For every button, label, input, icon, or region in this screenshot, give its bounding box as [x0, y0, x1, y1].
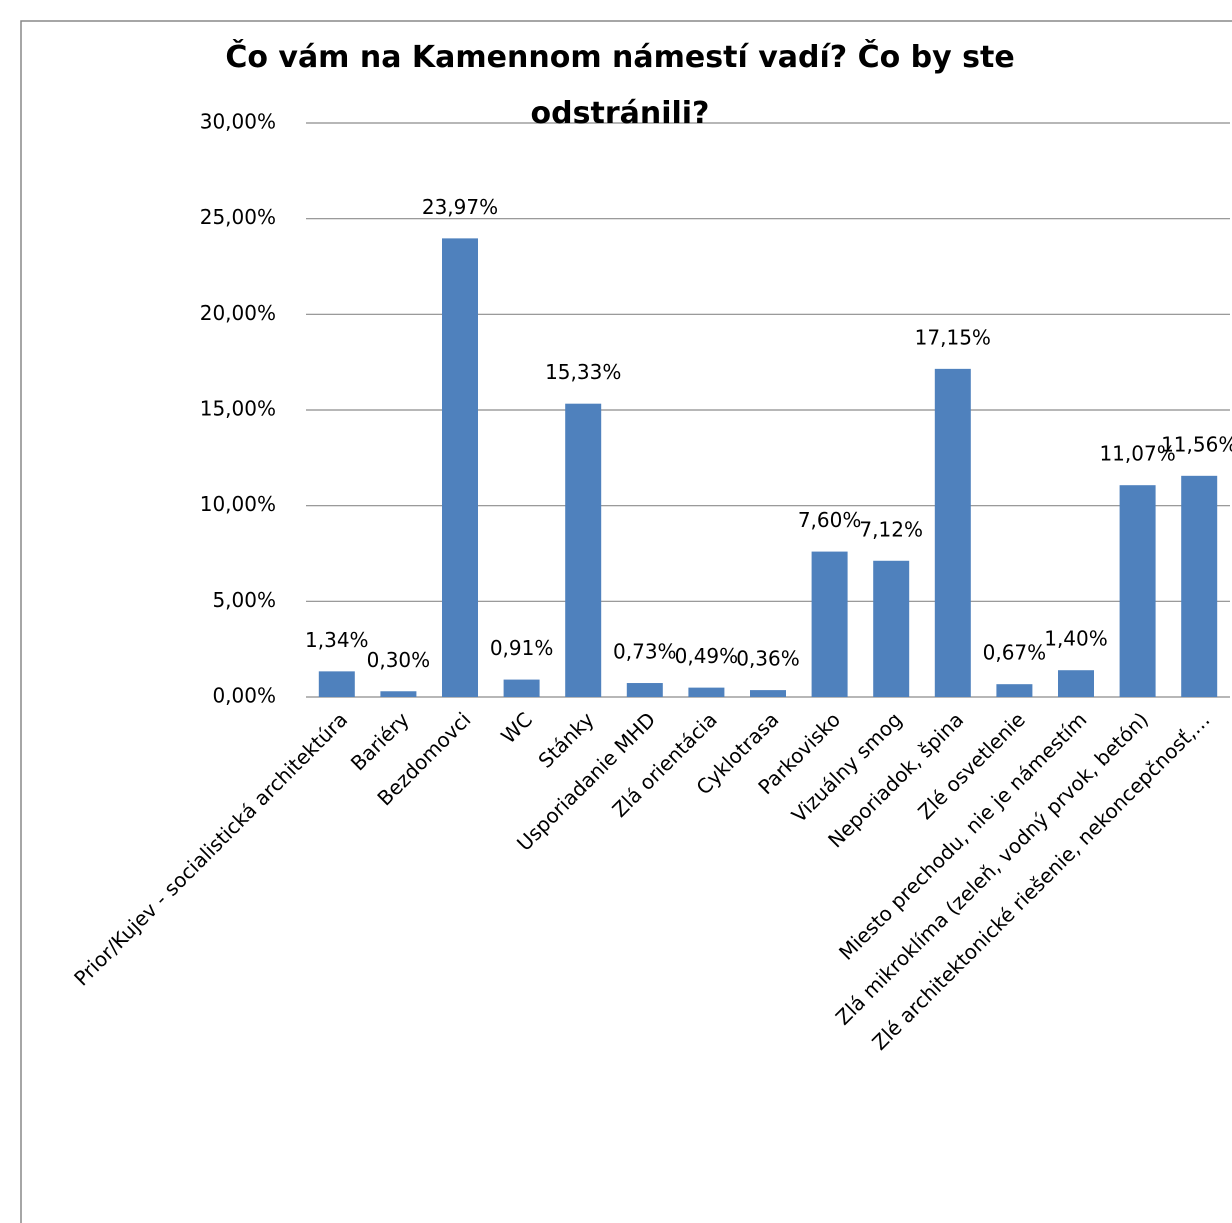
bar [934, 368, 971, 697]
x-tick-label: Zlé osvetlenie [913, 707, 1030, 824]
data-label: 1,40% [1044, 627, 1108, 651]
data-label: 0,91% [490, 636, 554, 660]
bar [380, 691, 417, 697]
data-label: 0,36% [736, 647, 800, 671]
chart-title: Čo vám na Kamennom námestí vadí? Čo by s… [225, 40, 1015, 131]
bar [873, 560, 910, 697]
bar [503, 679, 540, 697]
bar [626, 683, 663, 697]
x-tick-label: Zlá orientácia [607, 707, 721, 821]
data-label: 15,33% [545, 360, 621, 384]
x-tick-label: Vizuálny smog [787, 707, 907, 827]
data-label: 11,07% [1099, 442, 1175, 466]
bar [750, 690, 786, 697]
y-tick-label: 10,00% [200, 492, 276, 516]
x-tick-label: Prior/Kujev - socialistická architektúra [69, 707, 352, 990]
bar [688, 687, 725, 697]
bar [996, 684, 1033, 697]
y-tick-label: 15,00% [200, 397, 276, 421]
y-tick-label: 30,00% [200, 110, 276, 134]
y-tick-label: 25,00% [200, 205, 276, 229]
data-label: 23,97% [422, 195, 498, 219]
bar [1119, 485, 1156, 697]
y-tick-label: 0,00% [212, 684, 276, 708]
data-label: 0,30% [367, 648, 431, 672]
bar [1058, 670, 1094, 697]
data-label: 17,15% [915, 325, 991, 349]
chart-border [20, 20, 1232, 1223]
data-label: 0,67% [983, 641, 1047, 665]
x-tick-label: WC [496, 707, 537, 748]
data-label: 0,49% [675, 644, 739, 668]
bar [811, 551, 848, 697]
bar [318, 671, 355, 697]
data-label: 0,73% [613, 640, 677, 664]
data-label: 7,12% [859, 517, 923, 541]
bar [442, 238, 478, 697]
y-tick-label: 5,00% [212, 588, 276, 612]
data-label: 11,56% [1161, 432, 1232, 456]
y-tick-label: 20,00% [200, 301, 276, 325]
data-label: 7,60% [798, 508, 862, 532]
bar [1181, 475, 1218, 697]
bar [565, 403, 602, 697]
data-label: 1,34% [305, 628, 369, 652]
